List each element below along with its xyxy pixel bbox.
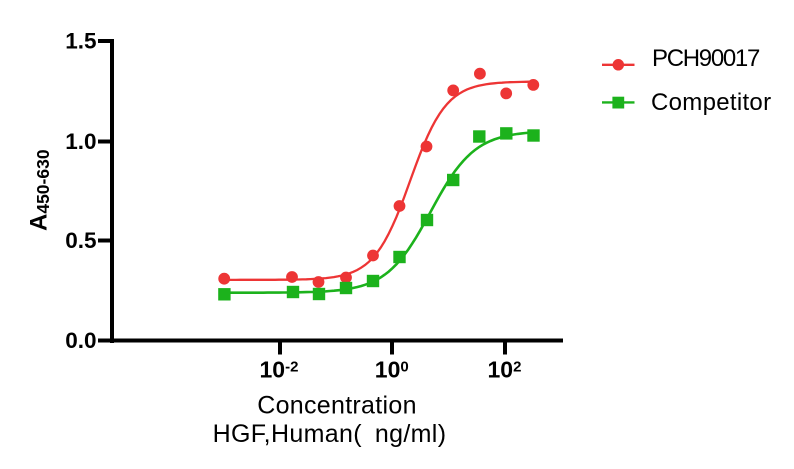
svg-text:PCH90017: PCH90017 bbox=[652, 45, 760, 72]
svg-text:1.5: 1.5 bbox=[65, 29, 96, 54]
svg-text:Competitor: Competitor bbox=[651, 89, 771, 116]
svg-text:0.0: 0.0 bbox=[65, 328, 96, 353]
svg-text:HGF,Human( ng/ml): HGF,Human( ng/ml) bbox=[213, 420, 447, 448]
svg-text:A450-630: A450-630 bbox=[26, 149, 54, 231]
svg-text:1.0: 1.0 bbox=[65, 129, 96, 154]
svg-text:0.5: 0.5 bbox=[65, 228, 96, 253]
svg-text:Concentration: Concentration bbox=[257, 392, 417, 420]
